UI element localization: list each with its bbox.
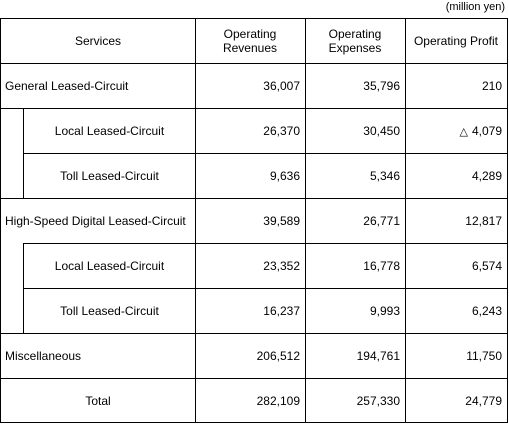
table-cell: 206,512 [256,349,300,363]
row-divider [1,198,507,199]
column-divider [305,19,306,422]
table-cell: 11,750 [466,349,502,363]
header-services-text: Services [74,34,121,48]
table-cell: 5,346 [369,169,400,183]
table-cell: 12,817 [465,214,502,228]
table-cell: 39,589 [263,214,300,228]
cell-expenses: 257,330 [305,379,405,422]
header-revenues-line2: Revenues [222,41,278,55]
cell-profit: 6,574 [405,244,507,288]
negative-triangle-icon: △ [459,125,468,138]
cell-profit: 11,750 [405,334,507,378]
column-divider [405,19,406,422]
table-cell: 6,243 [471,304,502,318]
header-expenses-line2: Expenses [328,41,382,55]
row-label-toll-leased-circuit: Toll Leased-Circuit [24,289,195,333]
table-cell: 35,796 [363,79,400,93]
table-cell: 16,237 [263,304,300,318]
row-divider [1,108,507,109]
header-profit-text: Operating Profit [413,34,499,48]
table-cell: General Leased-Circuit [5,79,129,93]
cell-profit: 12,817 [405,199,507,243]
cell-revenues: 39,589 [195,199,305,243]
table-cell: High-Speed Digital Leased-Circuit [5,214,186,228]
indent-divider [23,243,24,333]
cell-revenues: 9,636 [195,154,305,198]
column-divider [195,19,196,422]
header-operating-profit: Operating Profit [405,19,507,63]
table-cell: 30,450 [363,124,400,138]
cell-expenses: 35,796 [305,64,405,108]
table-cell: Toll Leased-Circuit [60,304,159,318]
header-revenues-line1: Operating [223,27,277,41]
table-cell: Toll Leased-Circuit [60,169,159,183]
table-cell: 23,352 [263,259,300,273]
table-cell: 26,771 [363,214,400,228]
cell-profit: 4,289 [405,154,507,198]
cell-expenses: 30,450 [305,109,405,153]
cell-expenses: 5,346 [305,154,405,198]
table-cell: 282,109 [256,393,300,408]
row-divider [1,378,507,379]
header-operating-revenues: Operating Revenues [195,19,305,63]
cell-profit: 6,243 [405,289,507,333]
row-divider [23,288,507,289]
header-operating-expenses: Operating Expenses [305,19,405,63]
table-cell: 210 [481,79,502,93]
cell-profit: 24,779 [405,379,507,422]
table-cell: 9,636 [269,169,300,183]
row-label-miscellaneous: Miscellaneous [1,334,195,378]
cell-revenues: 36,007 [195,64,305,108]
table-cell: Local Leased-Circuit [54,124,165,138]
table-cell: 257,330 [356,393,400,408]
cell-profit: △ 4,079 [405,109,507,153]
cell-expenses: 16,778 [305,244,405,288]
table-cell: 4,079 [471,124,502,138]
table-cell: Local Leased-Circuit [54,259,165,273]
cell-revenues: 26,370 [195,109,305,153]
row-label-high-speed-digital-leased-circuit: High-Speed Digital Leased-Circuit [1,199,195,243]
row-divider [1,333,507,334]
row-label-local-leased-circuit: Local Leased-Circuit [24,244,195,288]
table-cell: 194,761 [356,349,400,363]
table-cell: 16,778 [363,259,400,273]
table-cell: 36,007 [263,79,300,93]
table-cell: 9,993 [369,304,400,318]
cell-expenses: 194,761 [305,334,405,378]
cell-expenses: 26,771 [305,199,405,243]
unit-note: (million yen) [445,1,505,13]
row-divider [23,243,507,244]
cell-expenses: 9,993 [305,289,405,333]
cell-profit: 210 [405,64,507,108]
operating-results-table: Services Operating Revenues Operating Ex… [0,18,508,423]
table-cell: Total [85,393,111,408]
table-cell: 24,779 [465,393,502,408]
header-services: Services [1,19,195,63]
row-divider [1,63,507,64]
table-cell: 6,574 [471,259,502,273]
cell-revenues: 282,109 [195,379,305,422]
row-label-local-leased-circuit: Local Leased-Circuit [24,109,195,153]
row-label-total: Total [1,379,195,422]
indent-divider [23,108,24,198]
table-cell: Miscellaneous [5,349,82,363]
row-label-general-leased-circuit: General Leased-Circuit [1,64,195,108]
header-expenses-line1: Operating [328,27,382,41]
table-cell: 26,370 [263,124,300,138]
cell-revenues: 16,237 [195,289,305,333]
row-divider [23,153,507,154]
cell-revenues: 206,512 [195,334,305,378]
table-cell: 4,289 [471,169,502,183]
row-label-toll-leased-circuit: Toll Leased-Circuit [24,154,195,198]
cell-revenues: 23,352 [195,244,305,288]
